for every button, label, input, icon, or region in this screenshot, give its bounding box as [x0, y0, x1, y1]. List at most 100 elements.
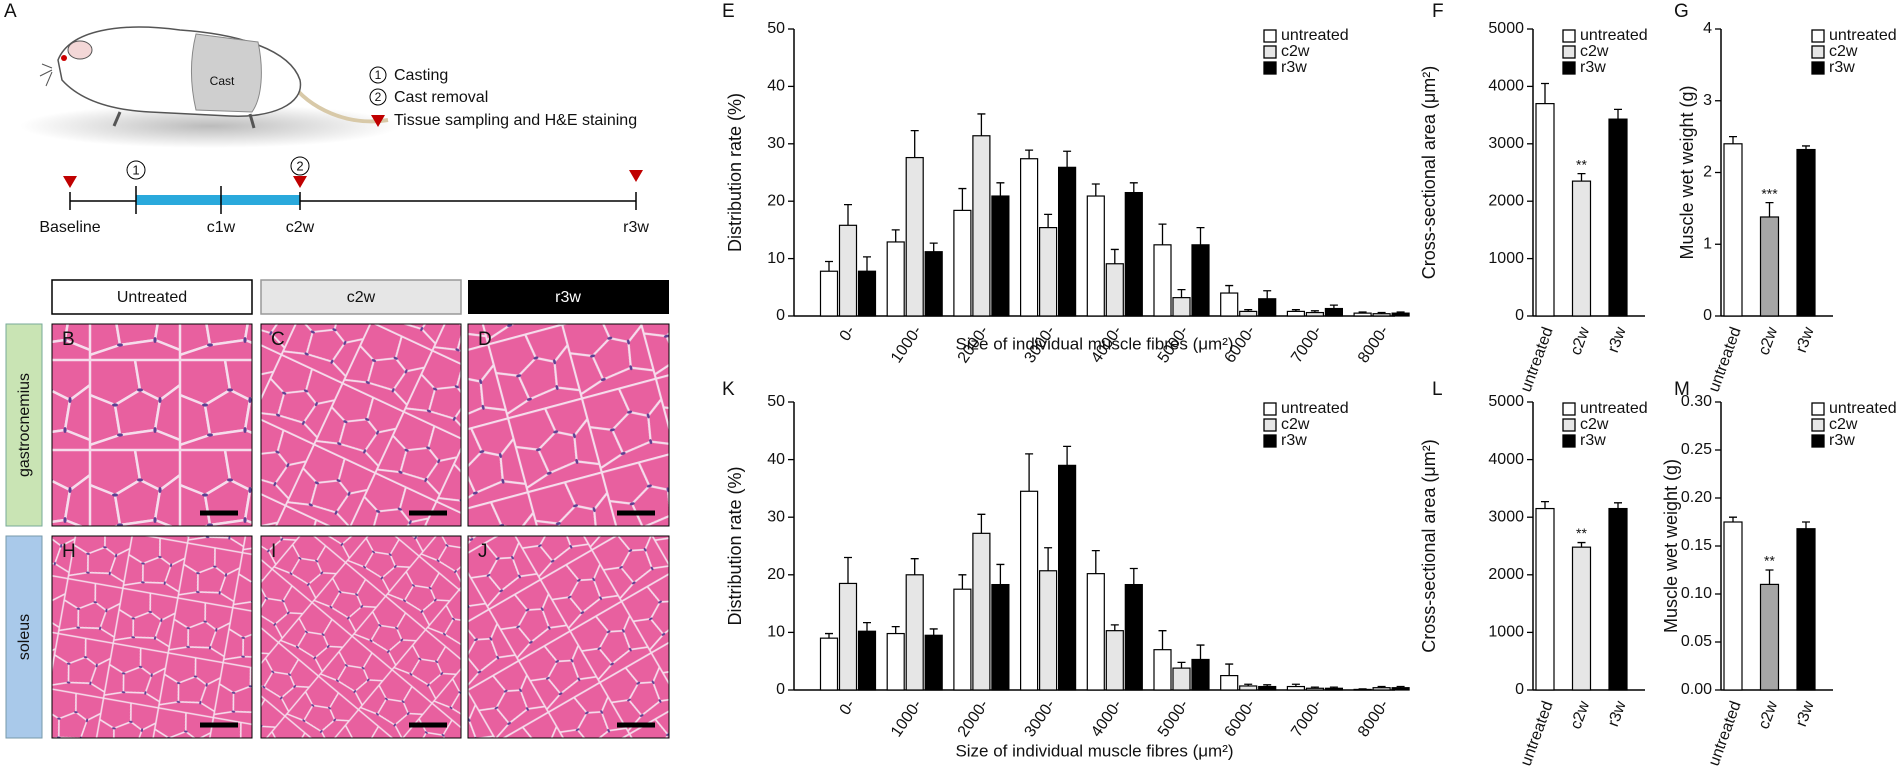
panel-letter: J: [478, 541, 488, 562]
chart: E Distribution rate (%) Size of individual…: [722, 1, 1410, 366]
column-label: Untreated: [117, 289, 187, 306]
error-bar: [1577, 172, 1586, 182]
y-tick-label: 0.10: [1681, 585, 1712, 602]
step-number: 2: [296, 158, 303, 173]
x-axis-label: Size of individual muscle fibres (μm²): [955, 334, 1233, 353]
bar: [1535, 507, 1555, 691]
error-bar: [825, 632, 833, 639]
x-axis-label: Size of individual muscle fibres (μm²): [955, 741, 1233, 760]
legend-label: r3w: [1580, 59, 1606, 76]
error-bar: [1025, 149, 1034, 159]
bar: [1796, 148, 1816, 317]
bar: [857, 270, 877, 317]
bar: [991, 195, 1010, 317]
bar: [1258, 298, 1277, 317]
error-bar: [1177, 288, 1186, 298]
bar: [1239, 310, 1258, 317]
legend-text: Casting: [394, 67, 448, 84]
y-axis-label: Distribution rate (%): [725, 466, 745, 625]
micrograph: [467, 535, 670, 739]
error-bar: [929, 628, 938, 636]
x-tick-label: c2w: [1756, 325, 1782, 358]
legend-swatch: [1263, 418, 1277, 432]
row-label: gastrocnemius: [16, 373, 33, 477]
y-tick-label: 40: [767, 78, 785, 95]
error-bar: [977, 513, 986, 534]
error-bar: [1310, 310, 1319, 313]
y-tick-label: 0: [1703, 307, 1712, 324]
bar: [1571, 180, 1592, 317]
y-tick-label: 1000: [1488, 624, 1524, 641]
panel-letter: M: [1674, 379, 1690, 400]
bar: [1124, 583, 1143, 691]
x-tick-label: 1000-: [888, 323, 925, 366]
bar: [972, 135, 991, 317]
bar: [886, 241, 905, 317]
legend-text: Cast removal: [394, 89, 488, 106]
error-bar: [1541, 500, 1549, 509]
error-bar: [1310, 686, 1319, 689]
legend-swatch: [1811, 418, 1825, 432]
bar: [1759, 216, 1780, 317]
whiskers: [39, 63, 53, 87]
error-bar: [1129, 567, 1138, 585]
panel-letter: A: [4, 1, 17, 22]
x-tick-label: 0-: [837, 323, 859, 344]
error-bar: [1063, 150, 1072, 168]
bar: [1391, 312, 1410, 317]
bar: [838, 224, 858, 317]
y-tick-label: 0: [1515, 681, 1524, 698]
y-axis-label: Muscle wet weight (g): [1661, 459, 1681, 633]
bar: [924, 634, 943, 691]
bar: [1372, 687, 1391, 691]
legend-label: c2w: [1580, 43, 1609, 60]
legend-label: untreated: [1580, 27, 1648, 44]
legend-text: Tissue sampling and H&E staining: [394, 112, 637, 129]
bar: [1105, 630, 1124, 691]
y-tick-label: 20: [767, 192, 785, 209]
error-bar: [1614, 108, 1622, 120]
y-tick-label: 0.05: [1681, 633, 1712, 650]
error-bar: [1091, 549, 1100, 574]
bar: [1258, 685, 1277, 691]
error-bar: [1729, 135, 1737, 144]
error-bar: [977, 113, 986, 136]
row-label: soleus: [16, 614, 33, 660]
step-circle: [369, 66, 387, 84]
error-bar: [1225, 284, 1234, 294]
y-tick-label: 4: [1703, 20, 1712, 37]
legend-label: r3w: [1580, 432, 1606, 449]
step-number: 2: [375, 90, 382, 104]
bar: [1019, 490, 1039, 691]
micrograph: [260, 323, 462, 527]
cast-label: Cast: [210, 74, 235, 88]
y-axis-label: Cross-sectional area (μm²): [1419, 66, 1439, 279]
error-bar: [1329, 686, 1338, 689]
step-circle: [290, 156, 310, 176]
error-bar: [1196, 644, 1205, 660]
legend-swatch: [1562, 402, 1576, 416]
error-bar: [958, 574, 967, 590]
y-tick-label: 20: [767, 566, 785, 583]
bar: [1124, 191, 1143, 317]
error-bar: [1196, 226, 1205, 245]
significance: ***: [1761, 185, 1778, 201]
scale-bars: [200, 510, 655, 728]
bar: [1086, 573, 1105, 691]
micrograph: [51, 323, 253, 527]
error-bar: [1358, 688, 1367, 690]
step-circle: [126, 160, 146, 180]
legend-label: c2w: [1829, 43, 1858, 60]
y-axis-label: Muscle wet weight (g): [1677, 85, 1697, 259]
x-tick-label: untreated: [1518, 699, 1557, 768]
row-header: [5, 535, 43, 739]
bar: [1372, 313, 1391, 317]
legend-swatch: [1562, 418, 1576, 432]
legend-swatch: [1263, 45, 1277, 59]
panel-letter: L: [1432, 379, 1443, 400]
error-bar: [1110, 624, 1119, 631]
error-bar: [958, 187, 967, 211]
micrograph: [260, 535, 462, 739]
bar: [1571, 546, 1592, 691]
significance: **: [1576, 525, 1587, 541]
